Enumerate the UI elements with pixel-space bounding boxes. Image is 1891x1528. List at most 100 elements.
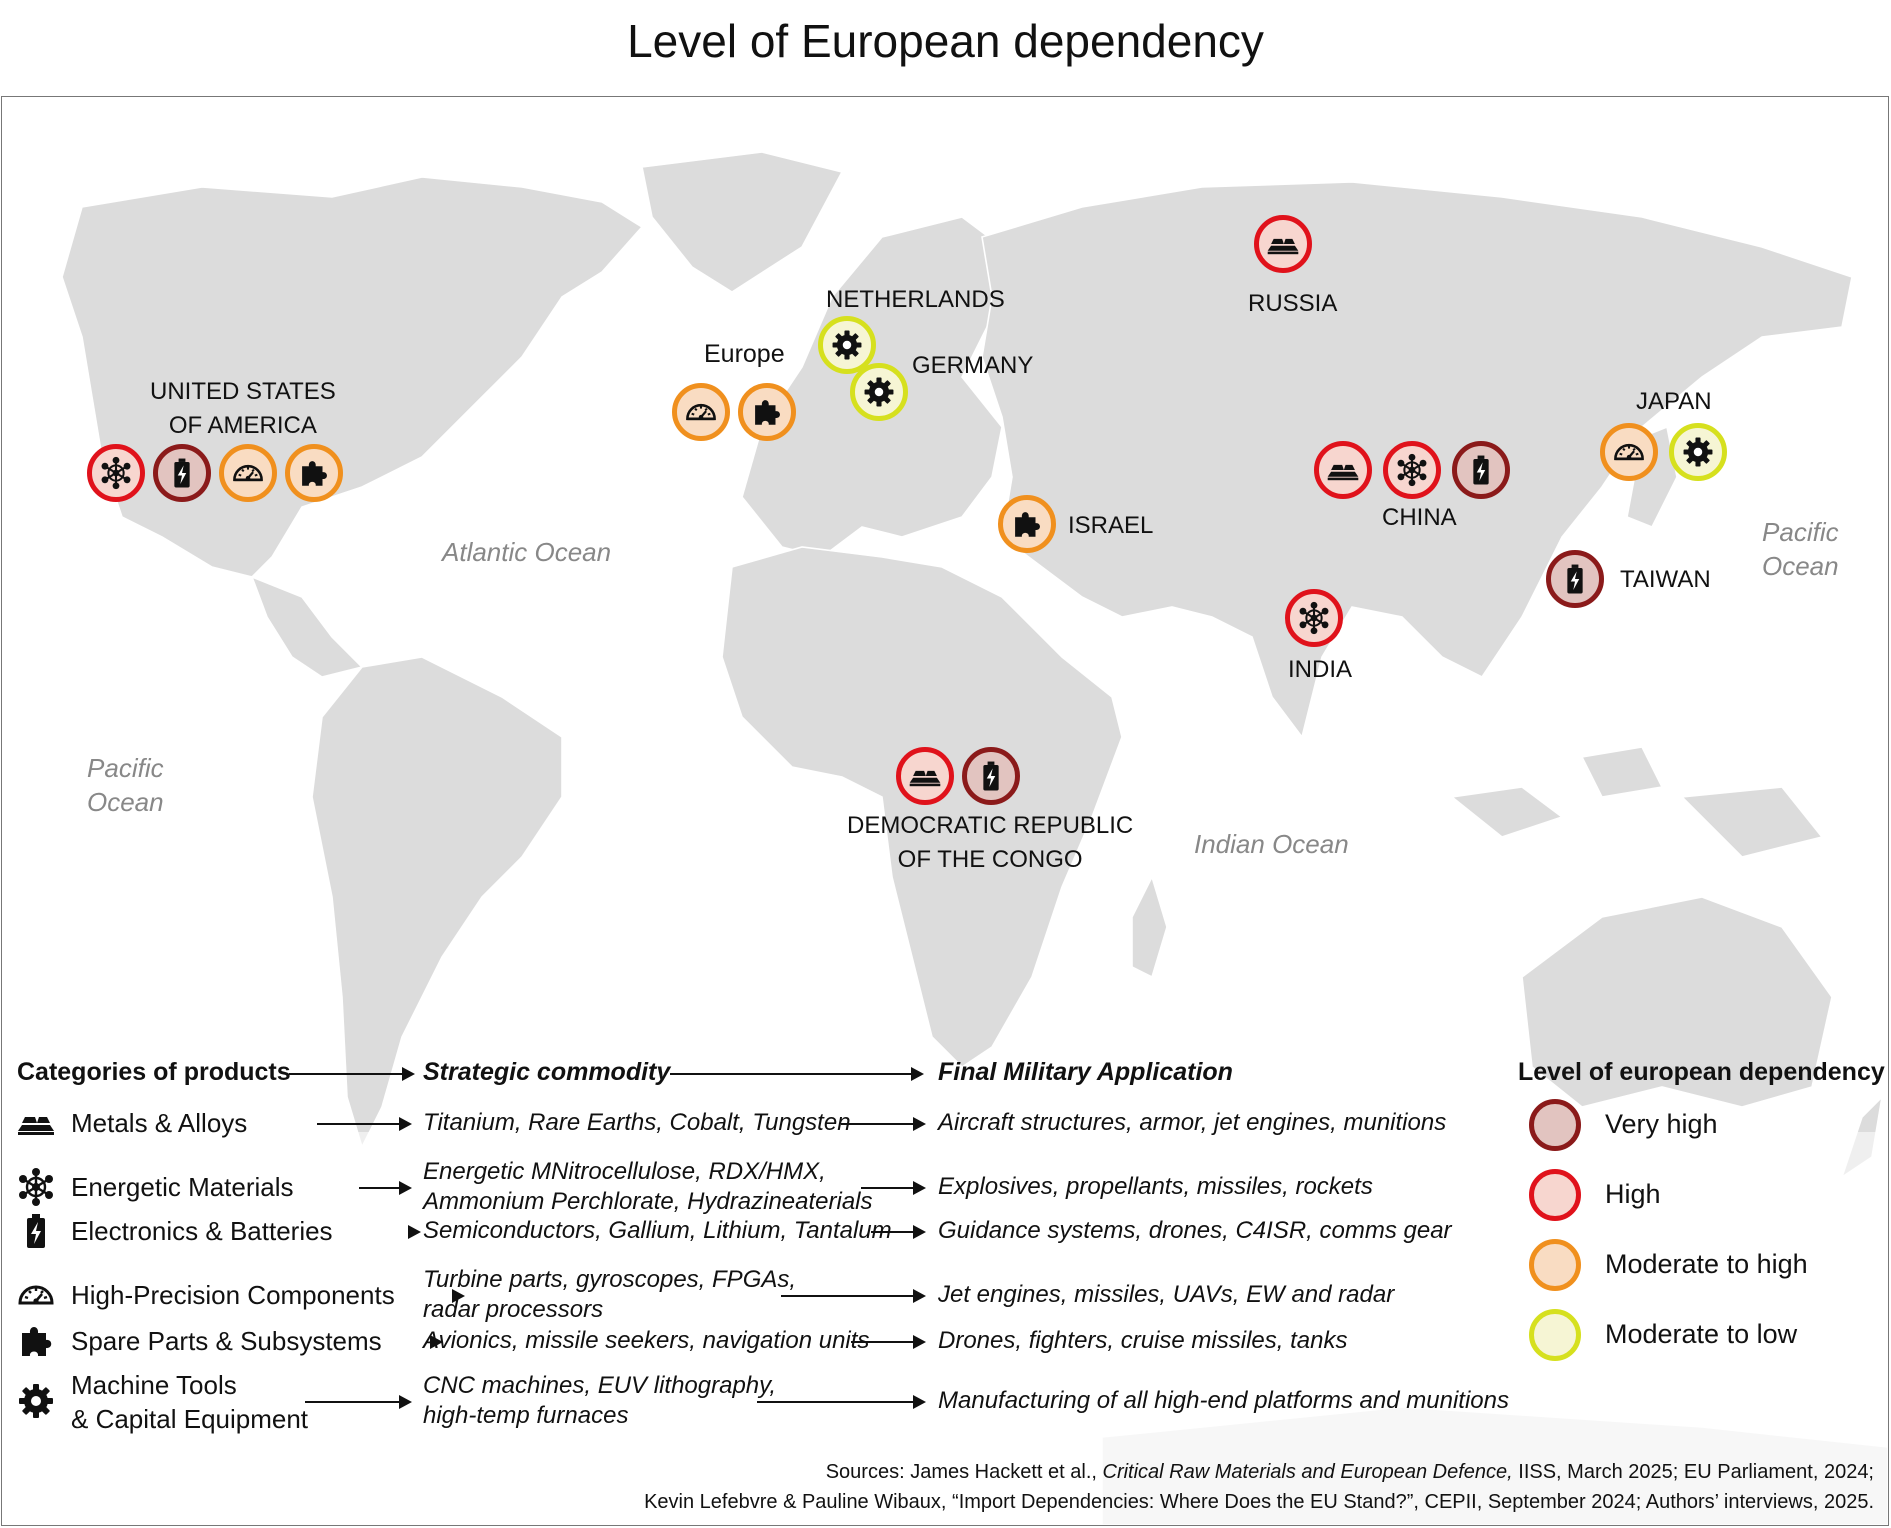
spare-parts-subsystems-icon: [750, 395, 784, 429]
usa-label: UNITED STATES OF AMERICA: [150, 375, 336, 443]
drc-label: DEMOCRATIC REPUBLIC OF THE CONGO: [847, 809, 1133, 877]
high-precision-components-icon: [684, 395, 718, 429]
row-application: Manufacturing of all high-end platforms …: [938, 1387, 1509, 1414]
sources-italic: Critical Raw Materials and European Defe…: [1102, 1461, 1513, 1483]
row-category: High-Precision Components: [71, 1278, 395, 1312]
electronics-batteries-icon: [1464, 453, 1498, 487]
pacific-ocean-east-label: Pacific Ocean: [1762, 515, 1839, 583]
germany-label: GERMANY: [912, 352, 1034, 379]
row-commodity-line: CNC machines, EUV lithography,: [423, 1372, 777, 1399]
row-commodity: Titanium, Rare Earths, Cobalt, Tungsten: [423, 1108, 851, 1138]
pacific-ocean-west-label: Pacific Ocean: [87, 751, 164, 819]
china-label: CHINA: [1382, 504, 1457, 531]
row-commodity-line: high-temp furnaces: [423, 1402, 629, 1429]
legend-swatch-high: [1529, 1169, 1581, 1221]
row-commodity: Semiconductors, Gallium, Lithium, Tantal…: [423, 1216, 892, 1246]
europe-label: Europe: [704, 340, 785, 368]
china-energetic-materials-marker: [1383, 441, 1441, 499]
high-precision-components-icon: [231, 456, 265, 490]
row-application: Aircraft structures, armor, jet engines,…: [938, 1109, 1447, 1136]
row-commodity-line: Titanium, Rare Earths, Cobalt, Tungsten: [423, 1109, 851, 1136]
legend-label-moderate_low: Moderate to low: [1605, 1319, 1798, 1349]
row-category: Machine Tools & Capital Equipment: [71, 1368, 308, 1436]
usa-electronics-batteries-marker: [153, 444, 211, 502]
row-arrow-2: [871, 1225, 926, 1239]
row-application: Drones, fighters, cruise missiles, tanks: [938, 1327, 1348, 1354]
spare-parts-subsystems-icon: [297, 456, 331, 490]
metals-alloys-icon: [1266, 227, 1300, 261]
energetic-materials-icon: [99, 456, 133, 490]
row-category-line: Spare Parts & Subsystems: [71, 1326, 382, 1356]
drc-electronics-batteries-marker: [962, 747, 1020, 805]
netherlands-machine-tools-marker: [818, 316, 876, 374]
header-arrow-1: [289, 1067, 415, 1081]
metals-alloys-icon: [16, 1103, 56, 1143]
row-application: Explosives, propellants, missiles, rocke…: [938, 1173, 1373, 1200]
row-application: Guidance systems, drones, C4ISR, comms g…: [938, 1217, 1452, 1244]
india-label: INDIA: [1288, 656, 1353, 683]
metals-alloys-icon: [908, 759, 942, 793]
usa-spare-parts-subsystems-marker: [285, 444, 343, 502]
netherlands-label: NETHERLANDS: [826, 286, 1005, 313]
russia-metals-alloys-marker: [1254, 215, 1312, 273]
legend-label-very_high: Very high: [1605, 1109, 1718, 1139]
pacific-east-line1: Pacific: [1762, 517, 1839, 547]
germany-machine-tools-marker: [850, 363, 908, 421]
china-metals-alloys-marker: [1314, 441, 1372, 499]
world-map: Atlantic Ocean Pacific Ocean Pacific Oce…: [1, 96, 1889, 1526]
electronics-batteries-icon: [974, 759, 1008, 793]
sources-pre: Sources: James Hackett et al.,: [825, 1461, 1103, 1483]
row-category-line: & Capital Equipment: [71, 1404, 309, 1434]
drc-label-line2: OF THE CONGO: [897, 846, 1083, 873]
drc-metals-alloys-marker: [896, 747, 954, 805]
legend-swatch-moderate_low: [1529, 1309, 1581, 1361]
row-arrow-1: [317, 1117, 412, 1131]
energetic-materials-icon: [1297, 601, 1331, 635]
row-arrow-1: [305, 1395, 412, 1409]
row-commodity-line: Avionics, missile seekers, navigation un…: [423, 1327, 870, 1354]
legend-label-high: High: [1605, 1179, 1661, 1209]
page-title: Level of European dependency: [627, 15, 1264, 67]
pacific-west-line1: Pacific: [87, 753, 164, 783]
row-category-line: High-Precision Components: [71, 1280, 395, 1310]
row-category: Electronics & Batteries: [71, 1214, 333, 1248]
row-category: Energetic Materials: [71, 1170, 294, 1204]
row-arrow-1: [359, 1181, 412, 1195]
row-arrow-2: [841, 1117, 926, 1131]
energetic-materials-icon: [1395, 453, 1429, 487]
row-commodity: CNC machines, EUV lithography, high-temp …: [423, 1371, 776, 1431]
row-category: Metals & Alloys: [71, 1106, 247, 1140]
row-commodity-line: radar processors: [423, 1296, 604, 1323]
row-category-line: Metals & Alloys: [71, 1108, 248, 1138]
taiwan-label: TAIWAN: [1620, 566, 1711, 593]
legend-swatch-moderate_high: [1529, 1239, 1581, 1291]
spare-parts-subsystems-icon: [1010, 507, 1044, 541]
gauge-icon: [16, 1275, 56, 1315]
row-arrow-2: [861, 1181, 926, 1195]
usa-energetic-materials-marker: [87, 444, 145, 502]
europe-spare-parts-subsystems-marker: [738, 383, 796, 441]
atlantic-ocean-label: Atlantic Ocean: [442, 537, 612, 567]
row-arrow-2: [757, 1395, 926, 1409]
row-commodity: Avionics, missile seekers, navigation un…: [423, 1326, 869, 1356]
battery-icon: [16, 1211, 56, 1251]
row-category: Spare Parts & Subsystems: [71, 1324, 382, 1358]
row-application: Jet engines, missiles, UAVs, EW and rada…: [938, 1281, 1395, 1308]
row-arrow-1: [452, 1289, 465, 1303]
israel-spare-parts-subsystems-marker: [998, 495, 1056, 553]
header-arrow-2: [670, 1067, 924, 1081]
legend-swatch-very_high: [1529, 1099, 1581, 1151]
israel-label: ISRAEL: [1068, 512, 1154, 539]
categories-header: Categories of products: [17, 1058, 291, 1086]
row-category-line: Electronics & Batteries: [71, 1216, 333, 1246]
row-category-line: Energetic Materials: [71, 1172, 294, 1202]
row-arrow-1: [430, 1335, 443, 1349]
europe-high-precision-components-marker: [672, 383, 730, 441]
russia-label: RUSSIA: [1248, 290, 1338, 317]
japan-high-precision-components-marker: [1600, 423, 1658, 481]
machine-tools-icon: [1681, 435, 1715, 469]
machine-tools-icon: [862, 375, 896, 409]
japan-machine-tools-marker: [1669, 423, 1727, 481]
row-commodity: Turbine parts, gyroscopes, FPGAs, radar p…: [423, 1265, 796, 1325]
application-header: Final Military Application: [938, 1058, 1233, 1086]
